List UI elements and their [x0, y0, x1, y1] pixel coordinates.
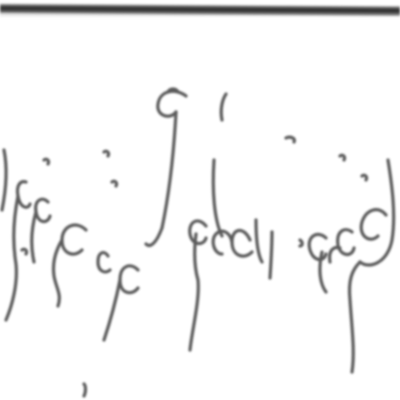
- stroke-word1-tall: [358, 158, 396, 267]
- ruled-line-shadow: [0, 13, 400, 18]
- stroke-word3: [118, 264, 140, 295]
- stroke-word4: [60, 223, 88, 256]
- stroke-alif: [268, 230, 274, 280]
